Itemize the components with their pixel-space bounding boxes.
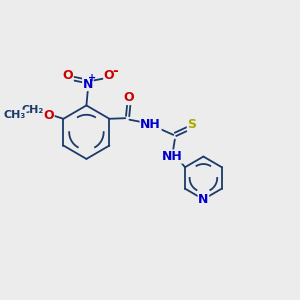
Text: +: +: [88, 73, 96, 83]
Text: NH: NH: [140, 118, 161, 131]
Text: O: O: [124, 92, 134, 104]
Text: S: S: [188, 118, 196, 131]
Text: NH: NH: [162, 150, 183, 163]
Text: CH₃: CH₃: [4, 110, 26, 120]
Text: O: O: [62, 69, 73, 82]
Text: N: N: [198, 193, 208, 206]
Text: CH₂: CH₂: [21, 105, 44, 115]
Text: O: O: [44, 109, 54, 122]
Text: O: O: [104, 69, 114, 82]
Text: N: N: [83, 77, 93, 91]
Text: -: -: [113, 64, 118, 78]
